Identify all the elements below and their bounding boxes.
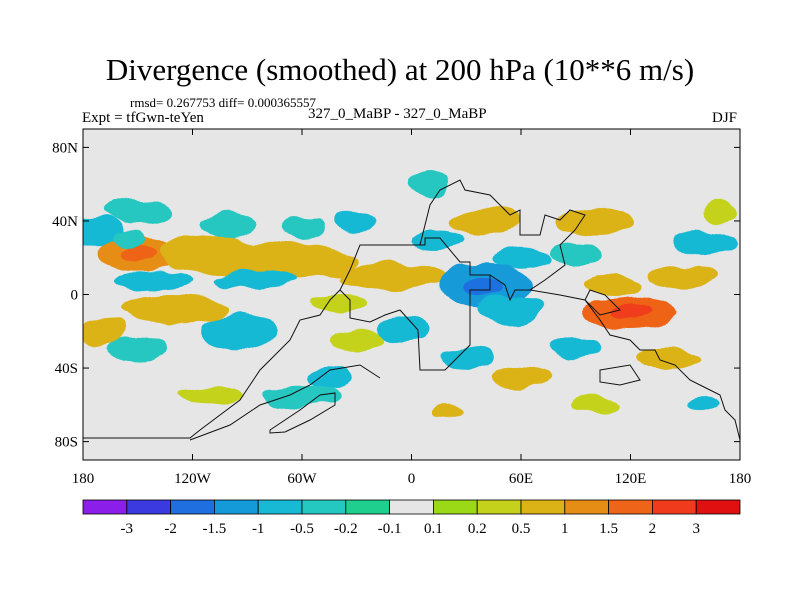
colorbar-label: 0.5 (512, 521, 531, 537)
colorbar-swatch (170, 499, 215, 515)
y-tick-label: 80N (52, 140, 78, 156)
field-region (670, 230, 737, 256)
field-region (216, 270, 297, 289)
colorbar-swatch (608, 499, 653, 515)
colorbar-swatch (345, 499, 390, 515)
field-region (338, 263, 448, 289)
field-region (210, 243, 357, 280)
coastline-africa (339, 237, 491, 371)
experiment-label: Expt = tfGwn-teYen (82, 110, 204, 126)
map-background (83, 129, 740, 460)
colorbar-label: -1 (252, 521, 265, 537)
colorbar-swatch (564, 499, 609, 515)
colorbar-label: -1.5 (203, 521, 227, 537)
field-region (177, 386, 244, 405)
field-region (634, 347, 700, 370)
field-region (307, 366, 352, 389)
field-region (261, 384, 343, 407)
coastline-southeast-asia (584, 299, 740, 441)
colorbar-label: 1.5 (599, 521, 618, 537)
x-tick-label: 180 (72, 471, 95, 487)
colorbar-swatch (257, 499, 303, 515)
coastline-south-america (83, 289, 341, 439)
field-region (83, 316, 124, 346)
coastline-india (489, 274, 530, 302)
colorbar-label: 2 (649, 521, 657, 537)
field-region (108, 336, 167, 363)
colorbar-swatch (126, 499, 172, 515)
field-region (104, 198, 171, 225)
colorbar-label: -0.5 (290, 521, 314, 537)
field-region (411, 169, 448, 199)
field-region (201, 314, 275, 348)
x-tick-label: 120W (174, 471, 212, 487)
field-region (491, 246, 551, 269)
field-region (448, 208, 521, 234)
colorbar-label: 0.1 (424, 521, 443, 537)
field-region (280, 217, 324, 240)
field-region (413, 230, 465, 249)
colorbar-label: -2 (164, 521, 177, 537)
colorbar-label: -0.2 (334, 521, 358, 537)
colorbar-label: 0.2 (468, 521, 487, 537)
colorbar-swatch (389, 499, 434, 515)
colorbar-label: -3 (121, 521, 134, 537)
field-region (572, 395, 616, 415)
field-region (553, 206, 635, 236)
x-tick-label: 60W (287, 471, 317, 487)
field-region (429, 406, 467, 422)
colorbar-swatch (82, 499, 128, 515)
field-region (648, 265, 722, 288)
coastline-antarctic-peninsula (189, 364, 381, 441)
colorbar-swatch (652, 499, 697, 515)
colorbar-swatch (695, 499, 741, 515)
colorbar-label: 1 (561, 521, 569, 537)
colorbar: -3 -2 -1.5 -1 -0.5 -0.2 -0.1 0.1 0.2 0.5 1 1.5 2 3 (82, 499, 741, 537)
field-region (440, 347, 492, 370)
rmsd-stats: rmsd= 0.267753 diff= 0.000365557 (130, 95, 316, 110)
axes: 180 120W 60W 0 60E 120E 180 80N 40N 0 40S 80S (52, 129, 751, 487)
y-tick-label: 40N (52, 214, 78, 230)
colorbar-label: 3 (692, 521, 700, 537)
y-tick-label: 40S (55, 361, 78, 377)
coastline-eurasia (419, 179, 621, 316)
coastline-antarctica (269, 392, 336, 434)
x-tick-label: 120E (615, 471, 647, 487)
field-region (550, 243, 602, 266)
field-region (550, 338, 602, 361)
field-core (609, 305, 652, 321)
x-tick-label: 0 (408, 471, 416, 487)
field-region (199, 211, 259, 238)
x-tick-label: 60E (509, 471, 533, 487)
field-region (119, 294, 229, 324)
x-tick-label: 180 (729, 471, 752, 487)
field-region (112, 230, 146, 249)
field-core (119, 246, 156, 262)
colorbar-swatch (476, 499, 522, 515)
colorbar-swatch (432, 499, 478, 515)
coastline-australia (599, 364, 641, 386)
field-region (479, 294, 545, 324)
field-region (703, 200, 740, 223)
colorbar-swatch (213, 499, 259, 515)
field-region (491, 366, 551, 389)
y-tick-label: 80S (55, 435, 78, 451)
field-region (115, 270, 197, 289)
field-region (583, 276, 642, 295)
colorbar-swatch (520, 499, 566, 515)
field-region (685, 395, 722, 415)
field-region (331, 329, 383, 352)
season-label: DJF (712, 110, 738, 126)
y-tick-label: 0 (71, 288, 79, 304)
run-comparison-label: 327_0_MaBP - 327_0_MaBP (308, 106, 487, 122)
field-region (376, 318, 428, 345)
colorbar-swatch (301, 499, 347, 515)
colorbar-label: -0.1 (378, 521, 402, 537)
field-region (309, 294, 368, 313)
chart-title: Divergence (smoothed) at 200 hPa (10**6 … (105, 52, 695, 87)
field-region (334, 209, 379, 232)
